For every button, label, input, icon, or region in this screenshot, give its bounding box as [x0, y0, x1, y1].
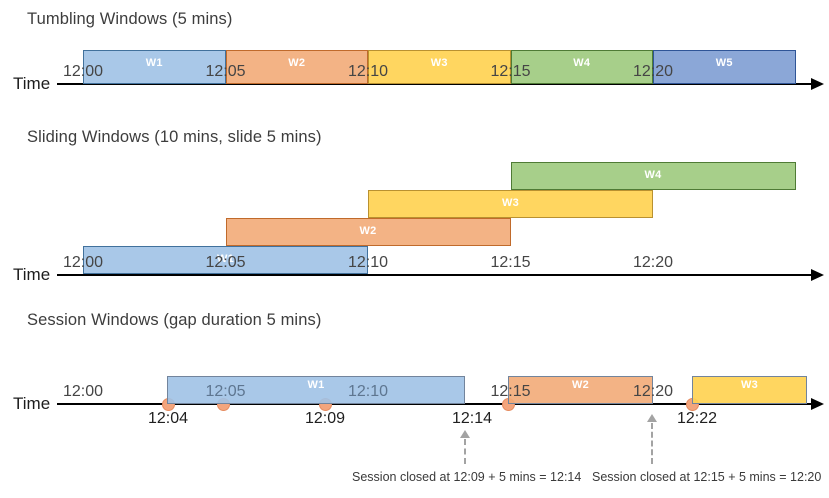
session-window-label-W2: W2: [571, 379, 590, 391]
tumbling-tick-12:05: 12:05: [205, 63, 246, 80]
sliding-window-W4: [510, 162, 796, 190]
session-axis-arrow-icon: [811, 398, 824, 410]
sliding-tick-12:15: 12:15: [490, 254, 531, 271]
tumbling-window-W4: [510, 50, 653, 84]
sliding-window-W1: [83, 246, 368, 274]
sliding-axis-label: Time: [13, 265, 51, 284]
session-title: Session Windows (gap duration 5 mins): [27, 311, 322, 329]
tumbling-tick-12:20: 12:20: [632, 63, 674, 80]
tumbling-window-W1: [83, 50, 226, 84]
tumbling-window-label-W4: W4: [573, 57, 591, 69]
session-event-time-12:09: 12:09: [304, 410, 346, 427]
sliding-window-label-W2: W2: [359, 225, 377, 237]
sliding-axis-arrow-icon: [811, 269, 824, 281]
session-window-label-W1: W1: [307, 379, 325, 391]
sliding-window-label-W4: W4: [644, 169, 662, 181]
session-axis-line: [57, 403, 813, 405]
tumbling-window-label-W2: W2: [288, 57, 306, 69]
session-event-time-12:22: 12:22: [676, 410, 718, 427]
sliding-axis-line: [57, 274, 813, 276]
session-callout-text-1: Session closed at 12:15 + 5 mins = 12:20: [592, 470, 822, 484]
session-tick-12:00: 12:00: [62, 383, 104, 400]
tumbling-window-W3: [368, 50, 511, 84]
session-event-time-12:04: 12:04: [147, 410, 189, 427]
sliding-tick-12:20: 12:20: [632, 254, 674, 271]
session-tick-12:20: 12:20: [632, 383, 674, 400]
session-tick-12:15: 12:15: [490, 383, 531, 400]
session-window-W1: [167, 376, 465, 404]
session-callout-text-0: Session closed at 12:09 + 5 mins = 12:14: [352, 470, 582, 484]
session-callout-arrow-line-0: [464, 439, 466, 464]
tumbling-title: Tumbling Windows (5 mins): [27, 10, 233, 28]
session-window-W2: [508, 376, 653, 404]
tumbling-window-W2: [225, 50, 368, 84]
sliding-title: Sliding Windows (10 mins, slide 5 mins): [27, 128, 322, 146]
tumbling-tick-12:15: 12:15: [490, 63, 531, 80]
tumbling-window-label-W5: W5: [715, 57, 733, 69]
session-callout-arrow-line-1: [651, 423, 653, 464]
session-callout-arrow-icon-0: [460, 430, 470, 438]
session-window-label-W3: W3: [740, 379, 759, 391]
tumbling-window-label-W1: W1: [145, 57, 163, 69]
sliding-tick-12:10: 12:10: [347, 254, 389, 271]
tumbling-axis-arrow-icon: [811, 78, 824, 90]
tumbling-window-W5: [653, 50, 796, 84]
tumbling-window-label-W3: W3: [430, 57, 448, 69]
sliding-tick-12:00: 12:00: [62, 254, 104, 271]
session-window-W3: [692, 376, 807, 404]
session-tick-12:10: 12:10: [347, 383, 389, 400]
session-axis-label: Time: [13, 394, 51, 413]
session-callout-arrow-icon-1: [647, 414, 657, 422]
sliding-window-label-W1: W1: [216, 253, 235, 265]
session-event-time-12:14: 12:14: [451, 410, 493, 427]
tumbling-tick-12:10: 12:10: [347, 63, 389, 80]
sliding-tick-12:05: 12:05: [205, 254, 246, 271]
sliding-window-W3: [368, 190, 653, 218]
tumbling-axis-label: Time: [13, 74, 51, 93]
tumbling-axis-line: [57, 83, 813, 85]
sliding-window-W2: [225, 218, 511, 246]
session-tick-12:05: 12:05: [205, 383, 246, 400]
tumbling-tick-12:00: 12:00: [62, 63, 104, 80]
sliding-window-label-W3: W3: [501, 197, 520, 209]
